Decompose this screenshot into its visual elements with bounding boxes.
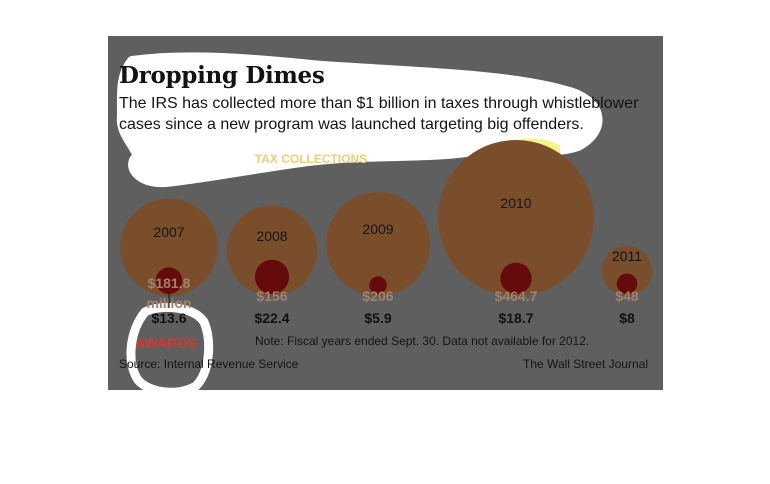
award-bubble-2009 xyxy=(369,276,387,294)
year-label-2008: 2008 xyxy=(256,228,287,244)
award-bubble-2008 xyxy=(254,259,290,294)
award-value-2008: $22.4 xyxy=(254,310,289,326)
collection-value-2008: $156 xyxy=(256,288,287,304)
tax-collection-bubble-2009 xyxy=(326,192,430,296)
year-label-2007: 2007 xyxy=(153,224,184,240)
award-value-2011: $8 xyxy=(619,310,635,326)
chart-source: Source: Internal Revenue Service xyxy=(119,357,299,371)
chart-note: Note: Fiscal years ended Sept. 30. Data … xyxy=(255,334,590,348)
collection-value-2007: $181.8 xyxy=(148,275,191,291)
collection-value-2009: $206 xyxy=(362,288,393,304)
bubble-chart: 2007$181.8million$13.62008$156$22.42009$… xyxy=(116,52,653,390)
award-value-2009: $5.9 xyxy=(364,310,391,326)
tax-collection-bubble-2007 xyxy=(120,198,218,296)
award-bubble-2007 xyxy=(155,267,183,294)
legend-tax-collections: TAX COLLECTIONS xyxy=(255,152,367,166)
tax-collection-bubble-2008 xyxy=(226,205,318,296)
award-value-2007: $13.6 xyxy=(151,310,186,326)
tax-collection-bubble-2010 xyxy=(438,140,594,296)
year-label-2011: 2011 xyxy=(612,248,642,264)
award-value-2010: $18.7 xyxy=(498,310,533,326)
award-bubble-2010 xyxy=(500,262,532,294)
tax-collection-bubble-2011 xyxy=(601,245,653,296)
year-label-2010: 2010 xyxy=(500,195,531,211)
chart-subtitle: The IRS has collected more than $1 billi… xyxy=(119,95,639,133)
award-bubble-2011 xyxy=(616,273,638,294)
year-label-2009: 2009 xyxy=(362,221,393,237)
highlight-awards-circle xyxy=(126,302,214,390)
collection-value-2011: $48 xyxy=(615,288,639,304)
legend-awards: AWARDS xyxy=(135,335,196,351)
chart-panel: 2007 $181.8 million $13.6 2008 $156 $22.4 2009 $… xyxy=(108,36,663,390)
chart-credit: The Wall Street Journal xyxy=(523,357,648,371)
collection-value-2010: $464.7 xyxy=(495,288,538,304)
chart-title: Dropping Dimes xyxy=(119,62,325,89)
